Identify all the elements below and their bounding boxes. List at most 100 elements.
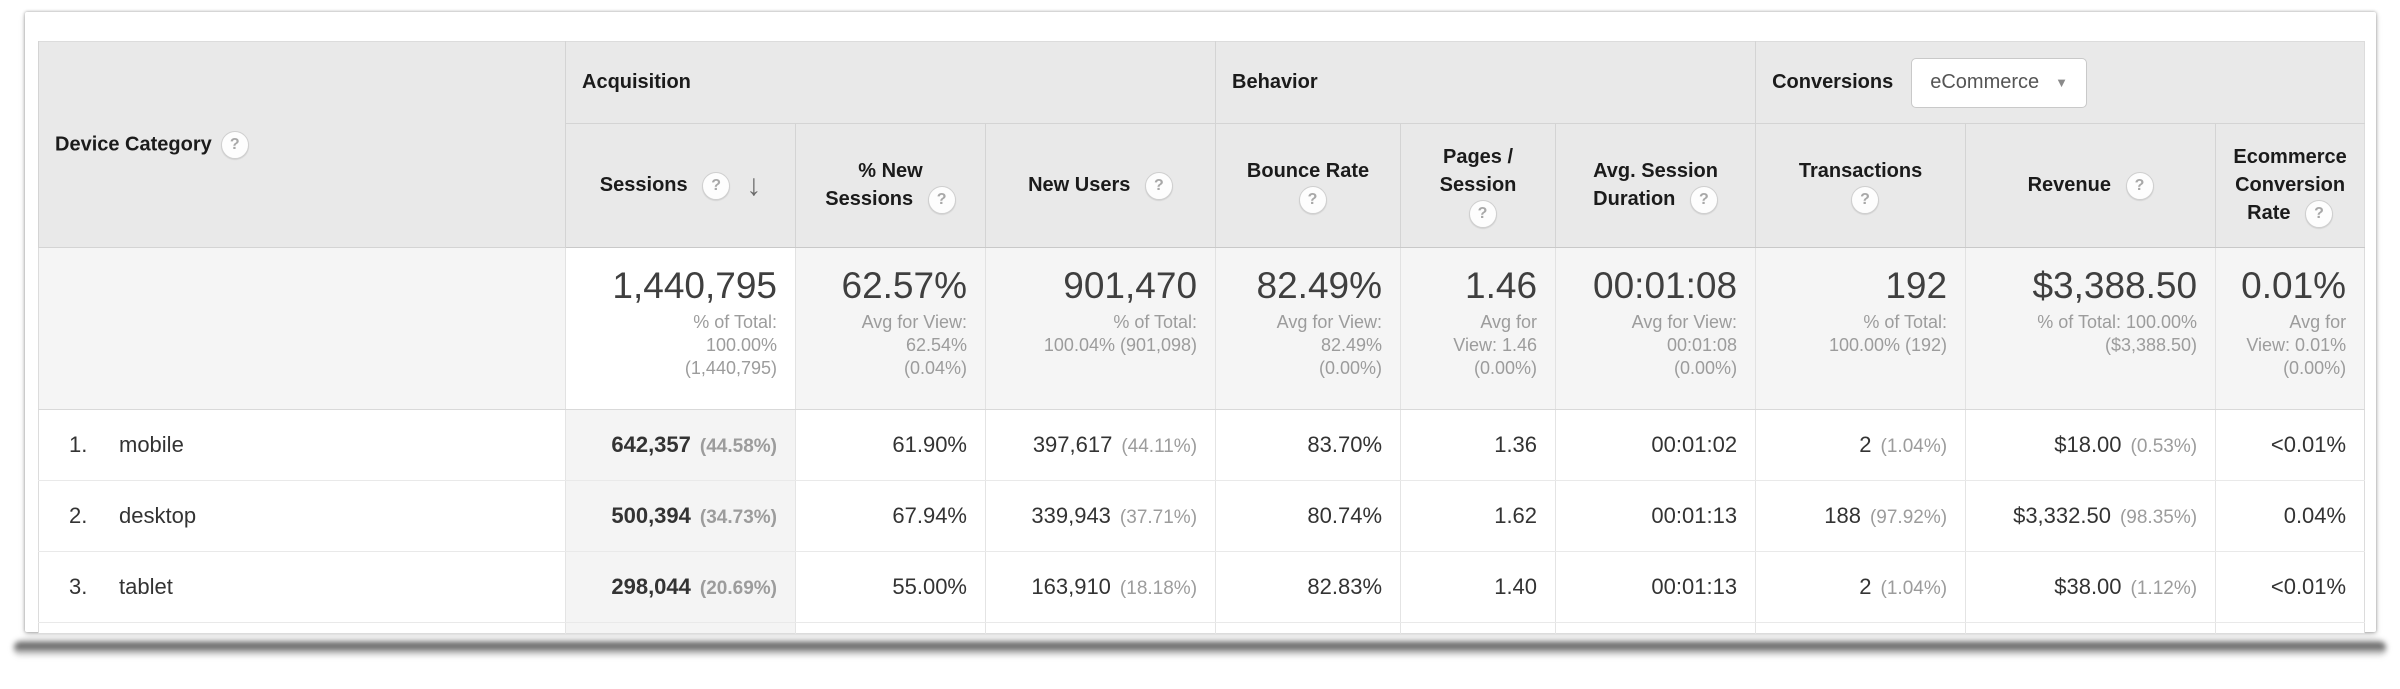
column-header-revenue[interactable]: Revenue ? <box>1965 123 2216 248</box>
transactions-percent: (97.92%) <box>1869 507 1948 528</box>
group-header-row: Device Category? Acquisition Behavior Co… <box>38 41 2365 248</box>
summary-avg-session-duration: 00:01:08 Avg for View: 00:01:08 (0.00%) <box>1555 247 1756 410</box>
summary-note: % of Total: 100.04% (901,098) <box>1043 312 1198 355</box>
revenue-cell: $3,332.50 (98.35%) <box>1965 480 2216 552</box>
bounce-rate-cell: 80.74% <box>1215 480 1401 552</box>
help-icon[interactable]: ? <box>2125 171 2154 200</box>
new-users-value: 163,910 <box>1031 574 1111 599</box>
summary-sessions: 1,440,795 % of Total: 100.00% (1,440,795… <box>565 247 796 410</box>
new-users-percent: (44.11%) <box>1121 436 1198 457</box>
column-header-transactions[interactable]: Transactions ? <box>1755 123 1966 248</box>
summary-value: 1.46 <box>1465 265 1538 306</box>
transactions-percent: (1.04%) <box>1880 578 1948 599</box>
ecommerce-conversion-rate-header-label: Ecommerce Conversion Rate <box>2233 146 2347 225</box>
summary-pct-new-sessions: 62.57% Avg for View: 62.54% (0.04%) <box>795 247 986 410</box>
row-index: 3. <box>69 574 88 599</box>
revenue-cell: $18.00 (0.53%) <box>1965 409 2216 481</box>
sessions-percent: (44.58%) <box>699 436 777 457</box>
avg-session-duration-cell: 00:01:02 <box>1555 409 1756 481</box>
summary-device-cell <box>38 247 566 410</box>
avg-session-duration-header-label: Avg. Session Duration <box>1593 160 1718 211</box>
pct-new-sessions-cell: 61.90% <box>795 409 986 481</box>
summary-note: Avg for View: 62.54% (0.04%) <box>861 312 967 378</box>
ecommerce-conversion-rate-cell: 0.04% <box>2215 480 2365 552</box>
pages-session-cell: 1.40 <box>1400 551 1556 623</box>
transactions-cell: 188 (97.92%) <box>1755 480 1966 552</box>
revenue-value: $18.00 <box>2054 432 2122 457</box>
summary-note: Avg for View: 00:01:08 (0.00%) <box>1631 312 1738 378</box>
sessions-percent: (34.73%) <box>699 507 777 528</box>
revenue-header-label: Revenue <box>2027 174 2117 197</box>
transactions-value: 2 <box>1859 574 1872 599</box>
column-header-new-users[interactable]: New Users ? <box>984 123 1216 248</box>
new-users-cell: 339,943 (37.71%) <box>984 480 1216 552</box>
table-row-desktop: 2. desktop 500,394 (34.73%) 67.94% 339,943… <box>38 480 2365 552</box>
transactions-cell: 2 (1.04%) <box>1755 409 1966 481</box>
device-category-cell[interactable]: 3. tablet <box>38 551 566 623</box>
sessions-cell: 298,044 (20.69%) <box>565 551 796 623</box>
metric-header-row: Sessions ? ↓ % New Sessions ? New Users ?… <box>39 123 2365 248</box>
column-header-device-category[interactable]: Device Category? <box>38 41 566 248</box>
pct-new-sessions-cell: 55.00% <box>795 551 986 623</box>
summary-note: % of Total: 100.00% (1,440,795) <box>684 312 777 378</box>
help-icon[interactable]: ? <box>1851 185 1880 214</box>
drop-shadow <box>14 640 2386 657</box>
summary-revenue: $3,388.50 % of Total: 100.00% ($3,388.50… <box>1965 247 2216 410</box>
summary-bounce-rate: 82.49% Avg for View: 82.49% (0.00%) <box>1215 247 1401 410</box>
new-users-value: 339,943 <box>1031 503 1111 528</box>
row-index: 2. <box>69 503 88 528</box>
device-category-table: Device Category? Acquisition Behavior Co… <box>38 41 2366 634</box>
summary-note: % of Total: 100.00% (192) <box>1828 312 1948 355</box>
summary-value: 00:01:08 <box>1593 265 1738 306</box>
transactions-cell: 2 (1.04%) <box>1755 551 1966 623</box>
ecommerce-conversion-rate-cell: <0.01% <box>2215 551 2365 623</box>
help-icon[interactable]: ? <box>927 185 956 214</box>
ecommerce-goal-dropdown[interactable]: eCommerce ▼ <box>1911 57 2088 108</box>
column-header-avg-session-duration[interactable]: Avg. Session Duration ? <box>1555 123 1756 248</box>
column-header-pages-session[interactable]: Pages / Session ? <box>1400 123 1556 248</box>
device-category-cell[interactable]: 2. desktop <box>38 480 566 552</box>
summary-value: 901,470 <box>1063 265 1198 306</box>
device-category-cell[interactable]: 1. mobile <box>38 409 566 481</box>
column-header-sessions[interactable]: Sessions ? ↓ <box>565 123 796 248</box>
table-row-tablet: 3. tablet 298,044 (20.69%) 55.00% 163,910 (… <box>38 551 2365 623</box>
bounce-rate-cell: 82.83% <box>1215 551 1401 623</box>
transactions-value: 188 <box>1824 503 1861 528</box>
group-header-behavior: Behavior <box>1215 41 1756 124</box>
sessions-header-label: Sessions <box>599 174 694 197</box>
help-icon[interactable]: ? <box>702 171 731 200</box>
summary-new-users: 901,470 % of Total: 100.04% (901,098) <box>984 247 1216 410</box>
revenue-percent: (98.35%) <box>2119 507 2198 528</box>
table-footer-spacer <box>38 622 2365 634</box>
summary-value: 82.49% <box>1256 265 1383 306</box>
column-header-ecommerce-conversion-rate[interactable]: Ecommerce Conversion Rate ? <box>2215 123 2365 248</box>
acquisition-label: Acquisition <box>582 71 691 93</box>
pct-new-sessions-cell: 67.94% <box>795 480 986 552</box>
avg-session-duration-cell: 00:01:13 <box>1555 480 1756 552</box>
behavior-label: Behavior <box>1232 71 1318 93</box>
help-icon[interactable]: ? <box>1298 185 1327 214</box>
table-row-mobile: 1. mobile 642,357 (44.58%) 61.90% 397,617 (… <box>38 409 2365 481</box>
help-icon[interactable]: ? <box>1468 199 1497 228</box>
ecommerce-conversion-rate-cell: <0.01% <box>2215 409 2365 481</box>
revenue-cell: $38.00 (1.12%) <box>1965 551 2216 623</box>
sessions-value: 500,394 <box>611 503 691 528</box>
summary-transactions: 192 % of Total: 100.00% (192) <box>1755 247 1966 410</box>
transactions-value: 2 <box>1859 432 1872 457</box>
help-icon[interactable]: ? <box>2305 199 2334 228</box>
revenue-percent: (0.53%) <box>2130 436 2198 457</box>
avg-session-duration-cell: 00:01:13 <box>1555 551 1756 623</box>
summary-value: $3,388.50 <box>2032 265 2198 306</box>
column-header-bounce-rate[interactable]: Bounce Rate ? <box>1215 123 1401 248</box>
summary-value: 0.01% <box>2241 265 2347 306</box>
summary-note: Avg for View: 1.46 (0.00%) <box>1453 312 1538 378</box>
help-icon[interactable]: ? <box>1689 185 1718 214</box>
new-users-header-label: New Users <box>1028 174 1136 197</box>
new-users-cell: 163,910 (18.18%) <box>984 551 1216 623</box>
revenue-value: $3,332.50 <box>2013 503 2111 528</box>
help-icon[interactable]: ? <box>1144 171 1173 200</box>
column-header-pct-new-sessions[interactable]: % New Sessions ? <box>795 123 986 248</box>
help-icon[interactable]: ? <box>220 130 249 159</box>
sessions-cell: 642,357 (44.58%) <box>565 409 796 481</box>
summary-note: Avg for View: 0.01% (0.00%) <box>2246 312 2347 378</box>
